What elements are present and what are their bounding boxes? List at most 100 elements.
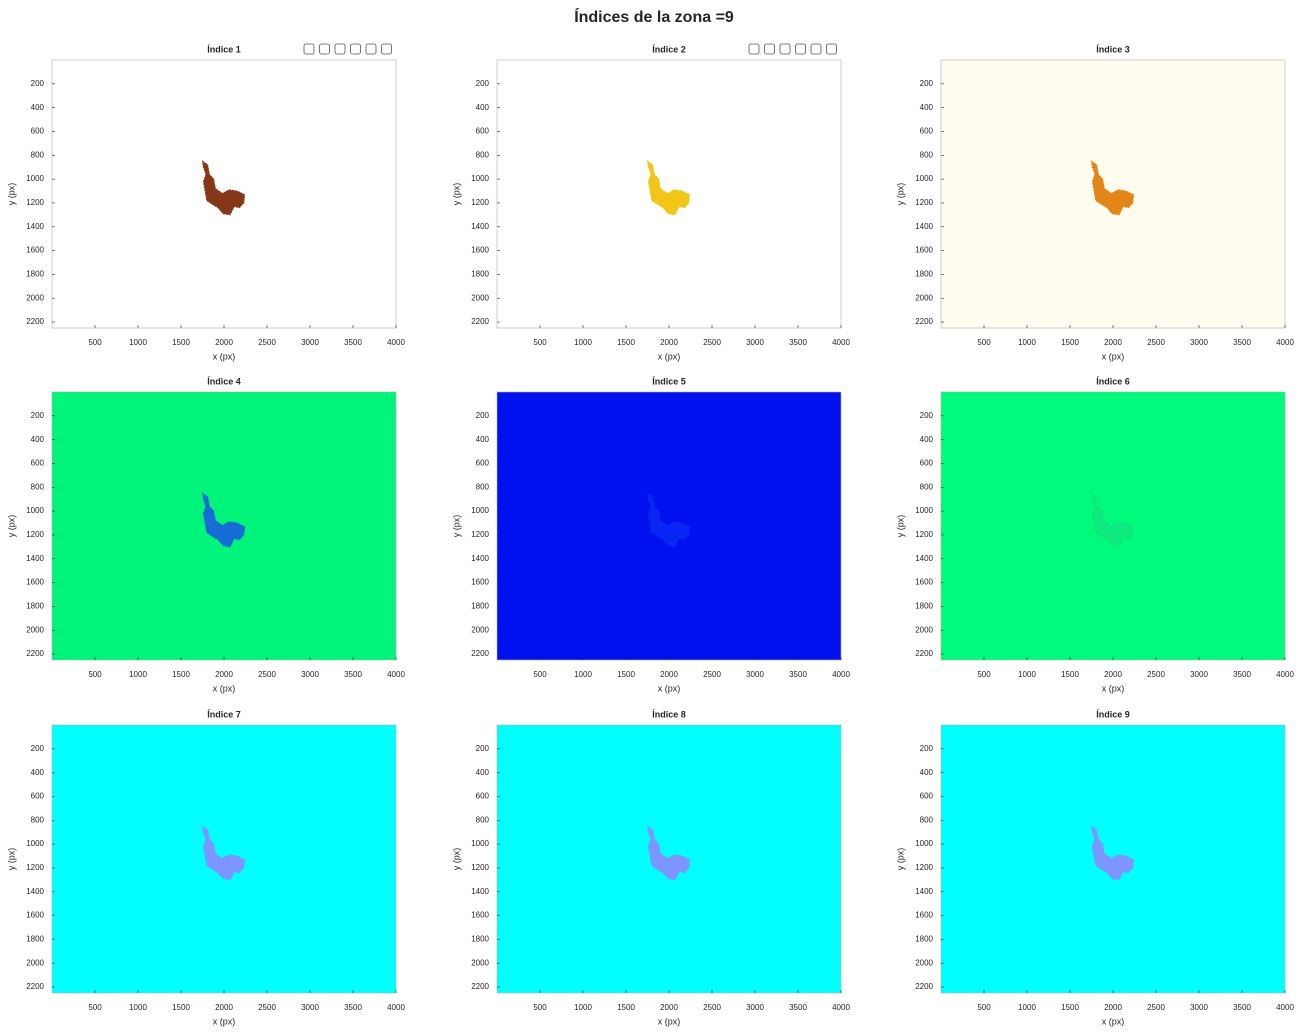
x-tick-label: 4000 bbox=[1276, 338, 1294, 347]
x-tick-label: 3500 bbox=[1233, 1003, 1251, 1012]
toolbar-button[interactable] bbox=[381, 43, 392, 55]
y-tick-label: 200 bbox=[31, 79, 45, 88]
toolbar-button[interactable] bbox=[764, 43, 775, 55]
y-tick-label: 2000 bbox=[26, 293, 44, 302]
image-region bbox=[646, 492, 691, 548]
axes-toolbar bbox=[748, 43, 837, 55]
x-tick-label: 3000 bbox=[746, 1003, 764, 1012]
image-region bbox=[646, 825, 691, 881]
x-tick-label: 500 bbox=[977, 338, 991, 347]
toolbar-button[interactable] bbox=[319, 43, 330, 55]
y-tick-label: 600 bbox=[31, 459, 45, 468]
y-tick-label: 1600 bbox=[471, 911, 489, 920]
y-tick-label: 1000 bbox=[915, 839, 933, 848]
y-tick-label: 200 bbox=[920, 79, 934, 88]
x-tick-label: 1500 bbox=[617, 1003, 635, 1012]
x-tick-label: 1500 bbox=[172, 1003, 190, 1012]
x-axis-label: x (px) bbox=[213, 351, 236, 361]
x-tick-label: 2000 bbox=[1104, 1003, 1122, 1012]
x-tick-label: 4000 bbox=[387, 670, 405, 679]
y-axis-label: y (px) bbox=[451, 515, 461, 538]
y-tick-label: 1600 bbox=[26, 578, 44, 587]
x-tick-label: 3500 bbox=[789, 670, 807, 679]
x-axis-label: x (px) bbox=[213, 683, 236, 693]
toolbar-button[interactable] bbox=[303, 43, 315, 55]
x-tick-label: 500 bbox=[88, 1003, 102, 1012]
toolbar-button[interactable] bbox=[748, 43, 760, 55]
x-tick-label: 1000 bbox=[129, 338, 147, 347]
x-tick-label: 4000 bbox=[387, 338, 405, 347]
y-tick-label: 200 bbox=[31, 411, 45, 420]
toolbar-button[interactable] bbox=[365, 43, 377, 55]
x-tick-label: 500 bbox=[977, 1003, 991, 1012]
y-axis-label: y (px) bbox=[895, 515, 905, 538]
y-tick-label: 1200 bbox=[915, 198, 933, 207]
x-tick-label: 1500 bbox=[617, 670, 635, 679]
toolbar-button[interactable] bbox=[779, 43, 791, 55]
toolbar-button[interactable] bbox=[795, 43, 806, 55]
y-tick-label: 1800 bbox=[26, 270, 44, 279]
x-tick-label: 2500 bbox=[258, 670, 276, 679]
x-tick-label: 2000 bbox=[660, 670, 678, 679]
y-tick-label: 1600 bbox=[915, 911, 933, 920]
x-tick-label: 2500 bbox=[703, 1003, 721, 1012]
axis-title: Índice 5 bbox=[652, 376, 686, 386]
x-tick-label: 1500 bbox=[1061, 670, 1079, 679]
y-axis-label: y (px) bbox=[6, 848, 16, 871]
axis-title: Índice 4 bbox=[207, 376, 241, 386]
x-tick-label: 1000 bbox=[1018, 338, 1036, 347]
x-tick-label: 1000 bbox=[129, 670, 147, 679]
y-tick-label: 1400 bbox=[471, 887, 489, 896]
y-tick-label: 2000 bbox=[26, 625, 44, 634]
x-axis-label: x (px) bbox=[658, 683, 681, 693]
y-tick-label: 2000 bbox=[471, 293, 489, 302]
x-tick-label: 1000 bbox=[1018, 670, 1036, 679]
toolbar-button[interactable] bbox=[350, 43, 361, 55]
y-axis-label: y (px) bbox=[451, 848, 461, 871]
y-tick-label: 800 bbox=[31, 150, 45, 159]
x-tick-label: 2000 bbox=[1104, 338, 1122, 347]
x-tick-label: 500 bbox=[533, 670, 547, 679]
y-tick-label: 600 bbox=[920, 792, 934, 801]
y-tick-label: 200 bbox=[920, 411, 934, 420]
x-tick-label: 2500 bbox=[1147, 670, 1165, 679]
y-tick-label: 1600 bbox=[915, 246, 933, 255]
y-tick-label: 2000 bbox=[26, 958, 44, 967]
y-tick-label: 1400 bbox=[915, 887, 933, 896]
toolbar-button[interactable] bbox=[334, 43, 346, 55]
x-tick-label: 3000 bbox=[301, 338, 319, 347]
x-tick-label: 3500 bbox=[344, 1003, 362, 1012]
y-tick-label: 200 bbox=[31, 744, 45, 753]
x-tick-label: 1500 bbox=[172, 670, 190, 679]
y-tick-label: 800 bbox=[31, 815, 45, 824]
axis-title: Índice 7 bbox=[207, 709, 241, 719]
toolbar-button[interactable] bbox=[810, 43, 822, 55]
y-tick-label: 1200 bbox=[471, 863, 489, 872]
y-tick-label: 200 bbox=[476, 744, 490, 753]
y-tick-label: 1000 bbox=[471, 174, 489, 183]
y-tick-label: 1600 bbox=[471, 578, 489, 587]
y-tick-label: 1800 bbox=[915, 602, 933, 611]
y-tick-label: 2000 bbox=[915, 625, 933, 634]
x-axis-label: x (px) bbox=[1102, 683, 1125, 693]
y-tick-label: 1000 bbox=[471, 839, 489, 848]
y-tick-label: 400 bbox=[476, 103, 490, 112]
y-tick-label: 1000 bbox=[26, 839, 44, 848]
x-tick-label: 4000 bbox=[832, 1003, 850, 1012]
x-tick-label: 500 bbox=[88, 670, 102, 679]
toolbar-button[interactable] bbox=[826, 43, 837, 55]
x-tick-label: 500 bbox=[977, 670, 991, 679]
x-tick-label: 4000 bbox=[1276, 1003, 1294, 1012]
x-tick-label: 1500 bbox=[172, 338, 190, 347]
y-tick-label: 1200 bbox=[915, 863, 933, 872]
y-tick-label: 600 bbox=[920, 459, 934, 468]
y-tick-label: 1600 bbox=[915, 578, 933, 587]
y-tick-label: 1600 bbox=[471, 246, 489, 255]
image-region bbox=[201, 825, 246, 881]
x-tick-label: 1000 bbox=[574, 670, 592, 679]
y-tick-label: 600 bbox=[31, 792, 45, 801]
y-tick-label: 1400 bbox=[471, 554, 489, 563]
x-tick-label: 2000 bbox=[1104, 670, 1122, 679]
x-tick-label: 3500 bbox=[789, 1003, 807, 1012]
